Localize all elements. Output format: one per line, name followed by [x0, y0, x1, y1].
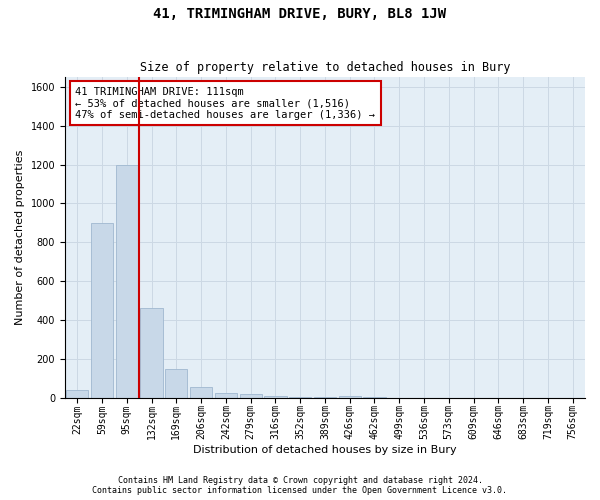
Bar — [165, 369, 187, 398]
Title: Size of property relative to detached houses in Bury: Size of property relative to detached ho… — [140, 62, 510, 74]
Bar — [190, 387, 212, 398]
Bar — [338, 396, 361, 398]
Bar — [239, 394, 262, 398]
Bar — [289, 396, 311, 398]
Bar — [215, 393, 237, 398]
Bar — [314, 397, 336, 398]
Text: 41 TRIMINGHAM DRIVE: 111sqm
← 53% of detached houses are smaller (1,516)
47% of : 41 TRIMINGHAM DRIVE: 111sqm ← 53% of det… — [76, 86, 376, 120]
Bar — [66, 390, 88, 398]
Y-axis label: Number of detached properties: Number of detached properties — [15, 150, 25, 325]
Bar — [140, 308, 163, 398]
Bar — [91, 223, 113, 398]
Text: 41, TRIMINGHAM DRIVE, BURY, BL8 1JW: 41, TRIMINGHAM DRIVE, BURY, BL8 1JW — [154, 8, 446, 22]
Bar — [116, 164, 138, 398]
X-axis label: Distribution of detached houses by size in Bury: Distribution of detached houses by size … — [193, 445, 457, 455]
Bar — [264, 396, 287, 398]
Text: Contains HM Land Registry data © Crown copyright and database right 2024.
Contai: Contains HM Land Registry data © Crown c… — [92, 476, 508, 495]
